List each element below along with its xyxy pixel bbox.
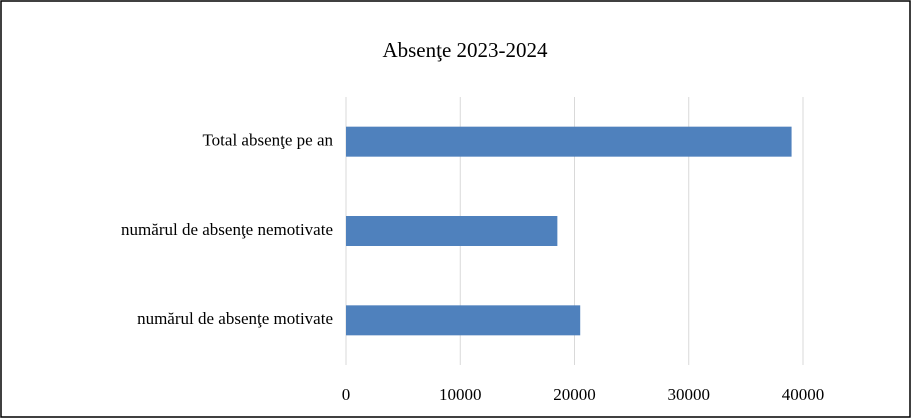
y-tick-label: numărul de absenţe motivate (137, 309, 333, 328)
chart-title: Absenţe 2023-2024 (382, 38, 548, 62)
x-tick-label: 20000 (553, 385, 596, 404)
x-tick-label: 10000 (439, 385, 482, 404)
y-tick-label: Total absenţe pe an (202, 131, 333, 150)
y-tick-label: numărul de absenţe nemotivate (121, 220, 333, 239)
x-tick-label: 0 (342, 385, 351, 404)
bar (346, 216, 558, 246)
x-tick-label: 40000 (782, 385, 825, 404)
x-tick-label: 30000 (668, 385, 711, 404)
bar (346, 305, 581, 336)
bar (346, 126, 792, 157)
